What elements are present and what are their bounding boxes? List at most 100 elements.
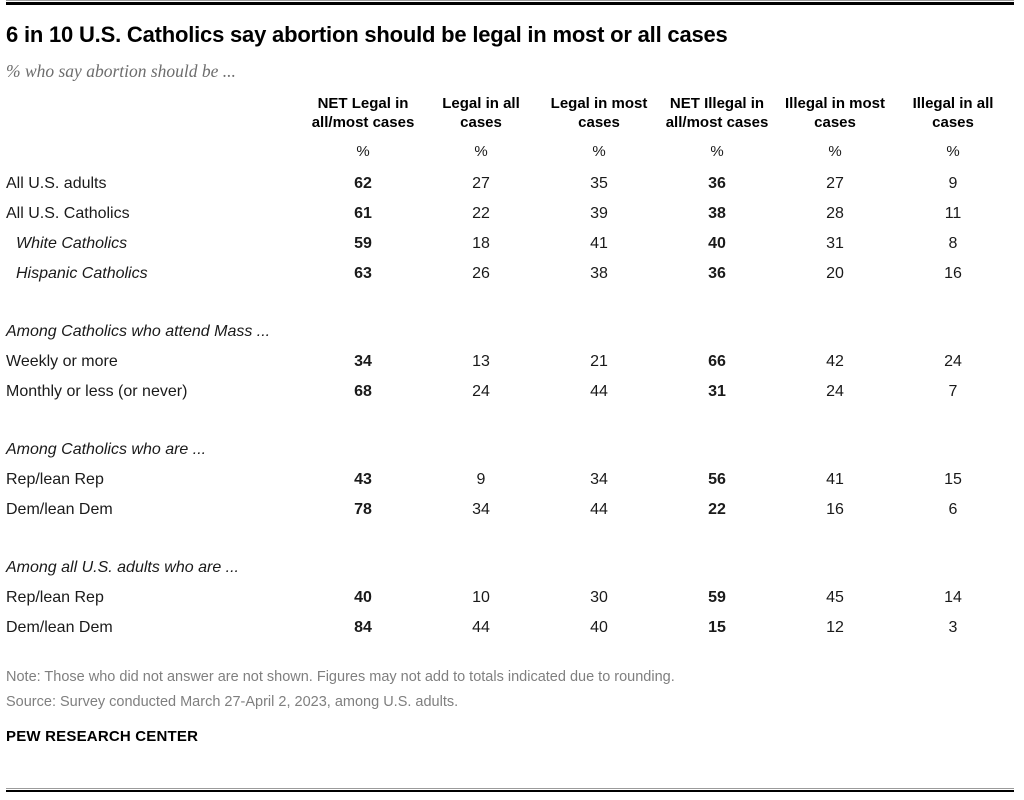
column-header: NET Legal in all/most cases [311,95,415,131]
cell-value: 21 [590,353,608,370]
row-label: Dem/lean Dem [6,619,113,636]
cell-value: 27 [472,175,490,192]
cell-value: 9 [948,175,958,192]
cell-value: 34 [354,353,372,370]
unit-cell: % [710,143,724,160]
cell-value: 44 [472,619,490,636]
cell-value: 36 [708,175,726,192]
cell-value: 63 [354,265,372,282]
table-row: All U.S. Catholics 61 22 39 38 28 11 [6,199,1012,229]
row-label: Hispanic Catholics [16,265,148,282]
cell-value: 40 [708,235,726,252]
cell-value: 62 [354,175,372,192]
cell-value: 15 [708,619,726,636]
column-header: Illegal in most cases [784,95,886,131]
cell-value: 24 [826,383,844,400]
cell-value: 40 [354,589,372,606]
table-row: Hispanic Catholics 63 26 38 36 20 16 [6,259,1012,289]
table-row: All U.S. adults 62 27 35 36 27 9 [6,169,1012,199]
unit-cell: % [474,143,488,160]
cell-value: 36 [708,265,726,282]
column-header: Illegal in all cases [912,95,994,131]
cell-value: 66 [708,353,726,370]
cell-value: 18 [472,235,490,252]
cell-value: 38 [708,205,726,222]
cell-value: 34 [590,471,608,488]
unit-cell: % [946,143,960,160]
cell-value: 27 [826,175,844,192]
row-label: Dem/lean Dem [6,501,113,518]
cell-value: 24 [944,353,962,370]
header-row: NET Legal in all/most cases Legal in all… [6,94,1012,134]
cell-value: 16 [944,265,962,282]
unit-cell: % [356,143,370,160]
unit-row: % % % % % % [6,134,1012,169]
source-text: Source: Survey conducted March 27-April … [6,694,459,710]
cell-value: 61 [354,205,372,222]
page-subtitle: % who say abortion should be ... [6,61,236,81]
table-row: Dem/lean Dem 84 44 40 15 12 3 [6,613,1012,643]
section-label: Among Catholics who attend Mass ... [6,323,271,340]
row-label: Rep/lean Rep [6,471,104,488]
unit-cell: % [828,143,842,160]
cell-value: 31 [826,235,844,252]
column-header: Legal in all cases [442,95,520,131]
unit-cell: % [592,143,606,160]
cell-value: 9 [476,471,486,488]
row-label: Weekly or more [6,353,118,370]
cell-value: 26 [472,265,490,282]
cell-value: 24 [472,383,490,400]
column-header: NET Illegal in all/most cases [665,95,769,131]
brand-name: PEW RESEARCH CENTER [6,728,199,745]
cell-value: 12 [826,619,844,636]
cell-value: 44 [590,501,608,518]
cell-value: 59 [708,589,726,606]
note-text: Note: Those who did not answer are not s… [6,669,675,685]
row-label: Rep/lean Rep [6,589,104,606]
table-row: Dem/lean Dem 78 34 44 22 16 6 [6,495,1012,525]
cell-value: 31 [708,383,726,400]
cell-value: 42 [826,353,844,370]
top-rule [6,0,1014,1]
page-title: 6 in 10 U.S. Catholics say abortion shou… [6,22,728,47]
cell-value: 59 [354,235,372,252]
cell-value: 35 [590,175,608,192]
table-row: Monthly or less (or never) 68 24 44 31 2… [6,377,1012,407]
cell-value: 38 [590,265,608,282]
cell-value: 30 [590,589,608,606]
cell-value: 16 [826,501,844,518]
cell-value: 10 [472,589,490,606]
cell-value: 22 [708,501,726,518]
row-label-header [6,94,304,134]
cell-value: 34 [472,501,490,518]
cell-value: 11 [944,205,962,222]
cell-value: 44 [590,383,608,400]
cell-value: 28 [826,205,844,222]
cell-value: 6 [948,501,958,518]
footer: Note: Those who did not answer are not s… [6,665,1014,745]
cell-value: 56 [708,471,726,488]
cell-value: 7 [948,383,958,400]
section-label: Among Catholics who are ... [6,441,207,458]
section-label: Among all U.S. adults who are ... [6,559,239,576]
cell-value: 43 [354,471,372,488]
unit-cell-empty [6,134,304,169]
bottom-rule [6,788,1014,792]
top-rule-bar [6,2,1014,5]
row-label: All U.S. adults [6,175,107,192]
cell-value: 13 [472,353,490,370]
cell-value: 84 [354,619,372,636]
cell-value: 41 [590,235,608,252]
cell-value: 39 [590,205,608,222]
table-row: Weekly or more 34 13 21 66 42 24 [6,347,1012,377]
statistics-table: NET Legal in all/most cases Legal in all… [6,94,1012,643]
cell-value: 45 [826,589,844,606]
table-row: Rep/lean Rep 43 9 34 56 41 15 [6,465,1012,495]
cell-value: 14 [944,589,962,606]
column-header: Legal in most cases [550,95,648,131]
row-label: White Catholics [16,235,128,252]
cell-value: 22 [472,205,490,222]
cell-value: 41 [826,471,844,488]
cell-value: 68 [354,383,372,400]
